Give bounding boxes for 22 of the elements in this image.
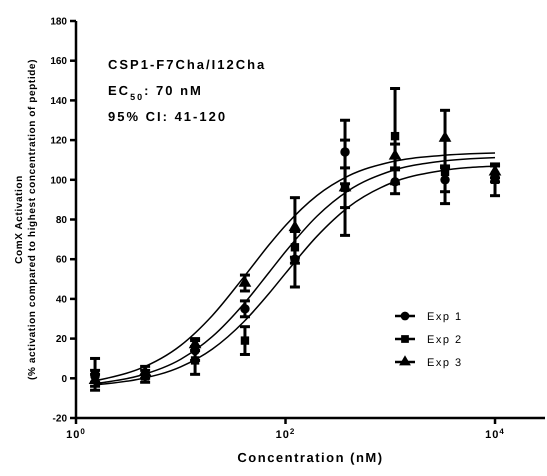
y-tick-label: -20 (52, 414, 68, 424)
y-tick-label: 100 (50, 175, 68, 186)
y-tick-label: 80 (56, 215, 68, 226)
x-axis-title: Concentration (nM) (237, 450, 384, 465)
legend-label: Exp 3 (427, 356, 463, 369)
y-tick-label: 0 (61, 374, 68, 385)
x-tick-label: 10$^{2}$ (276, 426, 296, 441)
y-tick-label: 20 (56, 334, 68, 346)
legend-label: Exp 2 (427, 334, 463, 346)
x-tick-label: 10$^{0}$ (66, 426, 86, 441)
annotation: 95% CI: 41-120 (108, 109, 228, 124)
y-tick-label: 120 (50, 136, 68, 147)
y-tick-label: 160 (50, 56, 68, 68)
x-tick-label: 10$^{4}$ (485, 426, 505, 441)
y-axis-title: ComX Activation (% activation compared to highest concentration of peptide) (14, 59, 38, 380)
y-tick-label: 60 (56, 254, 68, 266)
y-tick-label: 40 (56, 294, 68, 306)
legend-label: Exp 1 (427, 310, 463, 323)
y-tick-label: 140 (50, 96, 68, 107)
y-tick-label: 180 (50, 16, 68, 28)
annotation: CSP1-F7Cha/I12Cha (108, 57, 266, 72)
annotation: EC$_{50}$: 70 nM (108, 83, 203, 102)
